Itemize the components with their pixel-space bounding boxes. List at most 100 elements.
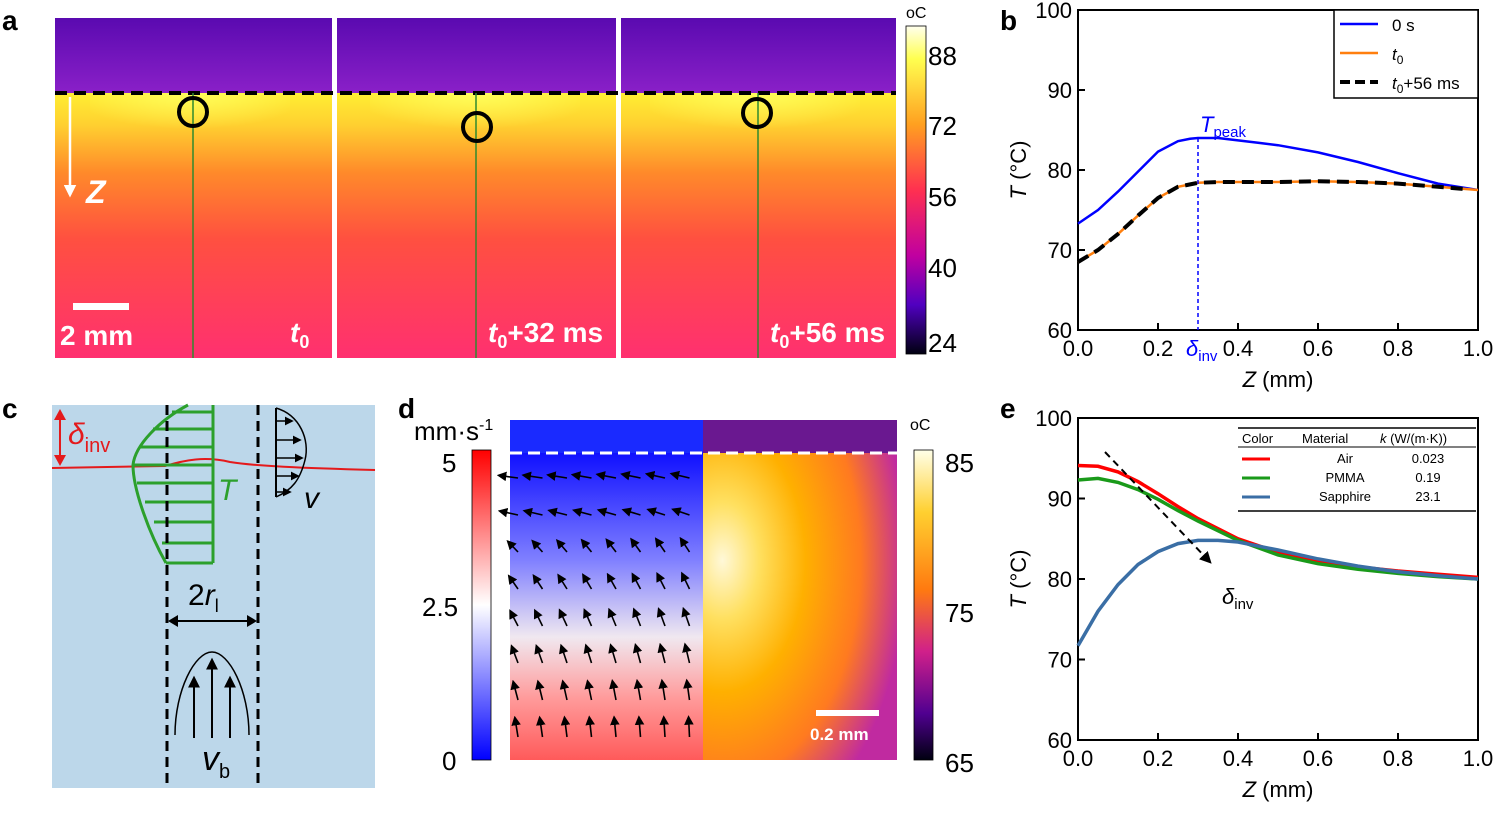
velocity-arrow-icon xyxy=(521,471,543,482)
x-tick-label: 0.0 xyxy=(1063,746,1094,771)
y-tick-label: 100 xyxy=(1035,406,1072,431)
scalebar-d-label: 0.2 mm xyxy=(810,725,869,744)
series-line-t0+56-ms xyxy=(1076,179,1467,264)
velocity-arrow-icon xyxy=(580,538,593,553)
legend-b: 0 s t0 t0+56 ms xyxy=(1333,9,1479,99)
velocity-arrow-icon xyxy=(558,608,568,627)
temp-tick-0: 85 xyxy=(945,448,974,478)
x-tick-label: 0.2 xyxy=(1143,336,1174,361)
velocity-arrow-icon xyxy=(654,537,666,553)
temp-unit-d: oC xyxy=(910,417,930,434)
velocity-arrow-icon xyxy=(634,715,645,738)
velocity-arrow-icon xyxy=(585,715,595,738)
velocity-arrow-icon xyxy=(533,608,544,627)
velocity-arrow-icon xyxy=(532,573,544,590)
velocity-arrow-icon xyxy=(620,471,641,481)
legend-entry: t0+56 ms xyxy=(1392,74,1460,96)
vel-tick-0: 5 xyxy=(442,448,456,478)
velocity-arrow-icon xyxy=(632,607,642,627)
series-line-PMMA xyxy=(1077,476,1479,581)
x-tick-label: 1.0 xyxy=(1463,336,1494,361)
x-tick-label: 0.4 xyxy=(1223,336,1254,361)
r-label-c: 2rl xyxy=(188,579,219,616)
colorbar-a-tick-3: 40 xyxy=(928,253,957,283)
table-header: k (W/(m·K)) xyxy=(1380,431,1447,446)
time-label-2: t0+32 ms xyxy=(488,317,603,352)
x-tick-label: 0.0 xyxy=(1063,336,1094,361)
delta-inv-label-c: δinv xyxy=(68,418,110,457)
plot-frame xyxy=(1077,417,1479,741)
x-tick-label: 0.8 xyxy=(1383,336,1414,361)
delta-inv-label-e: δinv xyxy=(1222,584,1254,613)
chart-e: 0.0 0.2 0.4 0.6 0.8 1.0 60 70 80 90 100 Z (mm) T (°C… xyxy=(1006,406,1493,802)
velocity-arrow-icon xyxy=(595,471,617,481)
material-table: Color Material k (W/(m·K)) Air 0.023 PMMA 0.19… xyxy=(1238,427,1476,512)
table-header: Color xyxy=(1242,431,1274,446)
velocity-arrow-icon xyxy=(531,539,544,553)
y-tick-label: 80 xyxy=(1048,567,1072,592)
y-tick-label: 90 xyxy=(1048,78,1072,103)
velocity-arrow-icon xyxy=(559,679,570,701)
velocity-arrow-icon xyxy=(605,538,617,553)
y-tick-label: 70 xyxy=(1048,648,1072,673)
panel-label-b: b xyxy=(1000,5,1017,36)
y-tick-label: 60 xyxy=(1048,318,1072,343)
t-label-c: T xyxy=(218,474,239,507)
velocity-arrow-icon xyxy=(656,607,666,627)
panel-c-schematic xyxy=(51,403,376,788)
velocity-arrow-icon xyxy=(631,572,642,590)
colorbar-a xyxy=(905,25,927,355)
series-line-0-s xyxy=(1077,136,1479,225)
velocity-arrow-icon xyxy=(680,571,691,590)
x-tick-label: 0.2 xyxy=(1143,746,1174,771)
velocity-arrow-icon xyxy=(630,537,642,553)
colorbar-a-unit: oC xyxy=(906,5,926,22)
time-label-3: t0+56 ms xyxy=(770,317,885,352)
legend-entry: t0 xyxy=(1392,45,1404,67)
x-tick-label: 1.0 xyxy=(1463,746,1494,771)
velocity-arrow-icon xyxy=(507,574,519,590)
y-tick-label: 70 xyxy=(1048,238,1072,263)
velocity-arrow-icon xyxy=(633,678,644,701)
z-label-a: Z xyxy=(85,174,107,210)
series-line-Sapphire xyxy=(1076,538,1479,647)
table-material: Air xyxy=(1337,451,1354,466)
velocity-arrow-icon xyxy=(583,643,593,664)
velocity-arrow-icon xyxy=(555,539,568,553)
velocity-arrow-icon xyxy=(583,608,593,627)
velocity-arrow-icon xyxy=(681,606,691,627)
table-k-value: 0.19 xyxy=(1415,470,1440,485)
velocity-arrow-icon xyxy=(657,642,667,664)
velocity-arrow-icon xyxy=(671,507,690,517)
velocity-arrow-icon xyxy=(506,539,519,553)
delta-inv-label-b: δinv xyxy=(1186,336,1218,365)
velocity-arrow-icon xyxy=(606,572,617,590)
y-tick-label: 80 xyxy=(1048,158,1072,183)
panel-label-d: d xyxy=(398,393,415,424)
velocity-arrow-icon xyxy=(679,536,691,553)
series-line-t0 xyxy=(1077,179,1479,264)
panel-d-field xyxy=(496,420,897,760)
vb-label-c: vb xyxy=(202,740,230,783)
velocity-arrow-icon xyxy=(571,507,592,517)
velocity-arrow-icon xyxy=(534,643,544,664)
velocity-arrow-icon xyxy=(570,471,592,481)
velocity-arrow-icon xyxy=(644,470,666,481)
y-tick-label: 100 xyxy=(1035,0,1072,23)
vel-tick-2: 0 xyxy=(442,746,456,776)
y-axis-label: T (°C) xyxy=(1006,550,1031,609)
v-label-c: v xyxy=(304,482,321,515)
x-axis-label: Z (mm) xyxy=(1242,777,1314,802)
y-tick-label: 90 xyxy=(1048,487,1072,512)
velocity-arrow-icon xyxy=(509,609,519,627)
velocity-arrow-icon xyxy=(607,607,617,627)
temp-tick-1: 75 xyxy=(945,598,974,628)
velocity-arrow-icon xyxy=(511,715,521,738)
velocity-arrow-icon xyxy=(596,507,617,517)
vel-tick-1: 2.5 xyxy=(422,592,458,622)
peak-marker-1 xyxy=(177,96,209,128)
x-tick-label: 0.8 xyxy=(1383,746,1414,771)
panel-a-frames xyxy=(55,18,896,358)
velocity-arrow-icon xyxy=(497,507,519,518)
y-tick-label: 60 xyxy=(1048,728,1072,753)
